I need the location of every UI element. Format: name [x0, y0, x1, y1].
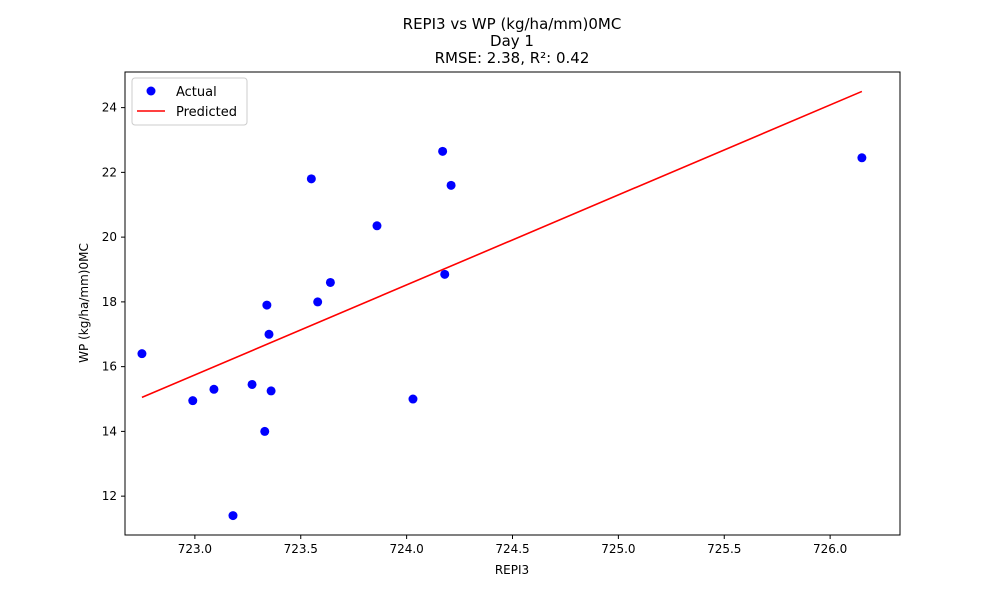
- y-tick-label: 22: [102, 165, 117, 179]
- x-tick-label: 723.5: [284, 542, 318, 556]
- actual-point: [438, 146, 448, 156]
- legend-actual-label: Actual: [176, 85, 217, 100]
- actual-point: [264, 329, 274, 339]
- actual-point: [137, 349, 147, 359]
- y-tick-label: 14: [102, 424, 117, 438]
- chart-title-line-3: RMSE: 2.38, R²: 0.42: [435, 49, 590, 67]
- y-tick-label: 16: [102, 360, 117, 374]
- actual-point: [266, 386, 276, 396]
- actual-point: [857, 153, 867, 163]
- actual-point: [228, 511, 238, 521]
- x-axis: 723.0 723.5 724.0 724.5 725.0 725.5 726.0: [178, 535, 847, 556]
- y-tick-label: 24: [102, 101, 117, 115]
- chart-title-line-1: REPI3 vs WP (kg/ha/mm)0MC: [403, 15, 622, 33]
- legend: Actual Predicted: [131, 77, 248, 126]
- chart-title-line-2: Day 1: [490, 32, 534, 50]
- actual-point: [247, 379, 257, 389]
- plot-area: [137, 90, 867, 521]
- x-axis-label: REPI3: [495, 563, 529, 577]
- actual-point: [306, 174, 316, 184]
- actual-point: [440, 269, 450, 279]
- x-tick-label: 724.0: [389, 542, 423, 556]
- x-tick-label: 726.0: [813, 542, 847, 556]
- actual-point: [260, 426, 270, 436]
- y-axis-label: WP (kg/ha/mm)0MC: [77, 243, 91, 363]
- y-tick-label: 18: [102, 295, 117, 309]
- y-tick-label: 20: [102, 230, 117, 244]
- x-tick-label: 725.5: [707, 542, 741, 556]
- actual-point: [325, 277, 335, 287]
- actual-point: [408, 394, 418, 404]
- x-tick-label: 725.0: [601, 542, 635, 556]
- x-tick-label: 724.5: [495, 542, 529, 556]
- actual-point: [313, 297, 323, 307]
- actual-point: [209, 384, 219, 394]
- legend-box: [131, 77, 248, 126]
- predicted-line: [141, 90, 863, 399]
- y-axis: 12 14 16 18 20 22 24: [102, 101, 125, 503]
- actual-point: [188, 396, 198, 406]
- y-tick-label: 12: [102, 489, 117, 503]
- x-tick-label: 723.0: [178, 542, 212, 556]
- legend-predicted-label: Predicted: [176, 105, 237, 120]
- actual-point: [446, 180, 456, 190]
- actual-point: [372, 221, 382, 231]
- actual-point: [262, 300, 272, 310]
- legend-actual-marker: [146, 86, 156, 96]
